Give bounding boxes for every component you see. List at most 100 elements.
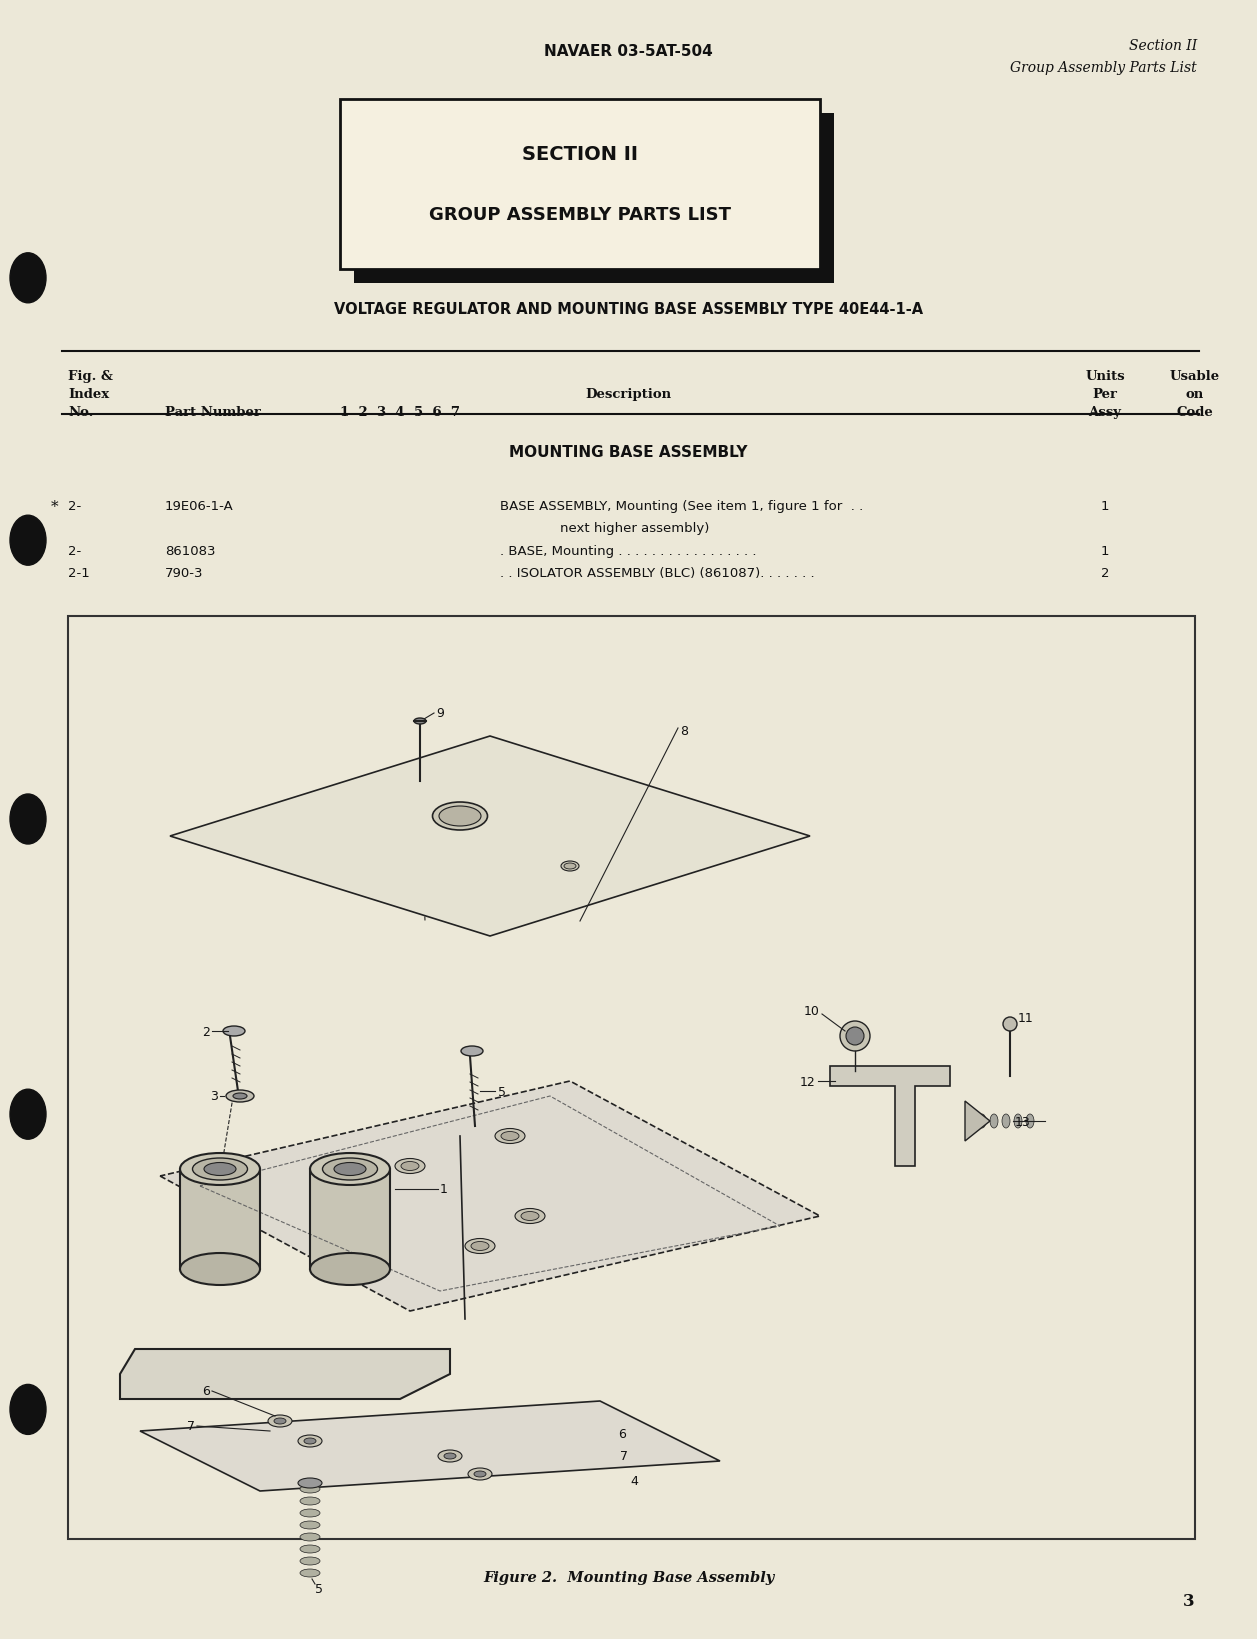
Ellipse shape (298, 1478, 322, 1488)
Ellipse shape (300, 1546, 321, 1554)
Ellipse shape (192, 1159, 248, 1180)
Ellipse shape (395, 1159, 425, 1174)
Text: 2: 2 (1101, 567, 1109, 580)
Polygon shape (830, 1067, 950, 1167)
Ellipse shape (515, 1210, 546, 1224)
Ellipse shape (180, 1154, 260, 1185)
Ellipse shape (10, 516, 47, 565)
Ellipse shape (274, 1418, 287, 1424)
Bar (354, 115, 833, 284)
Ellipse shape (439, 806, 481, 826)
Polygon shape (170, 736, 810, 936)
Ellipse shape (10, 1090, 47, 1139)
Text: 7: 7 (620, 1449, 628, 1462)
Ellipse shape (461, 1046, 483, 1057)
Ellipse shape (233, 1093, 246, 1100)
Text: 790-3: 790-3 (165, 567, 204, 580)
Ellipse shape (520, 1211, 539, 1221)
Text: 1: 1 (440, 1183, 447, 1196)
Polygon shape (160, 1082, 820, 1311)
Text: Section II: Section II (1129, 39, 1197, 52)
Text: 19E06-1-A: 19E06-1-A (165, 500, 234, 513)
Ellipse shape (432, 803, 488, 831)
Bar (339, 100, 820, 270)
Text: 4: 4 (630, 1475, 637, 1488)
Bar (68, 616, 1195, 1539)
Ellipse shape (268, 1414, 292, 1428)
Ellipse shape (1014, 1115, 1022, 1128)
Ellipse shape (840, 1021, 870, 1051)
Text: Part Number: Part Number (165, 406, 261, 418)
Ellipse shape (300, 1485, 321, 1493)
Ellipse shape (300, 1557, 321, 1565)
Ellipse shape (444, 1454, 456, 1459)
Ellipse shape (226, 1090, 254, 1103)
Text: 10: 10 (804, 1005, 820, 1018)
Text: 861083: 861083 (165, 544, 215, 557)
Text: Assy: Assy (1089, 406, 1121, 418)
Text: NAVAER 03-5AT-504: NAVAER 03-5AT-504 (544, 44, 713, 59)
Ellipse shape (564, 864, 576, 869)
Text: 1: 1 (1101, 544, 1109, 557)
Text: 3: 3 (1183, 1591, 1195, 1609)
Ellipse shape (1002, 1115, 1011, 1128)
Text: Per: Per (1092, 388, 1117, 402)
Ellipse shape (300, 1496, 321, 1505)
Text: 2-: 2- (68, 544, 82, 557)
Text: 12: 12 (799, 1075, 815, 1088)
Polygon shape (965, 1101, 991, 1141)
Ellipse shape (300, 1569, 321, 1577)
Text: Code: Code (1177, 406, 1213, 418)
Ellipse shape (1026, 1115, 1035, 1128)
Ellipse shape (310, 1154, 390, 1185)
Text: . BASE, Mounting . . . . . . . . . . . . . . . . .: . BASE, Mounting . . . . . . . . . . . .… (500, 544, 757, 557)
Text: 5: 5 (498, 1085, 507, 1098)
Ellipse shape (323, 1159, 377, 1180)
Ellipse shape (474, 1472, 486, 1477)
Ellipse shape (965, 1115, 974, 1128)
Polygon shape (119, 1349, 450, 1400)
Ellipse shape (310, 1254, 390, 1285)
Ellipse shape (334, 1162, 366, 1175)
Ellipse shape (846, 1028, 864, 1046)
Ellipse shape (991, 1115, 998, 1128)
Text: 2-1: 2-1 (68, 567, 89, 580)
Text: Description: Description (586, 388, 671, 402)
Bar (180, 1169, 260, 1269)
Ellipse shape (561, 862, 579, 872)
Text: 3: 3 (210, 1090, 217, 1103)
Ellipse shape (300, 1532, 321, 1541)
Ellipse shape (180, 1254, 260, 1285)
Text: 11: 11 (1018, 1011, 1033, 1024)
Text: 5: 5 (316, 1583, 323, 1595)
Text: 2: 2 (202, 1024, 210, 1037)
Text: 6: 6 (202, 1385, 210, 1398)
Ellipse shape (204, 1162, 236, 1175)
Text: *: * (52, 500, 59, 513)
Polygon shape (140, 1401, 720, 1491)
Text: 7: 7 (187, 1419, 195, 1432)
Text: Fig. &: Fig. & (68, 370, 113, 384)
Ellipse shape (495, 1129, 525, 1144)
Ellipse shape (304, 1437, 316, 1444)
Ellipse shape (401, 1162, 419, 1170)
Ellipse shape (437, 1451, 463, 1462)
Text: GROUP ASSEMBLY PARTS LIST: GROUP ASSEMBLY PARTS LIST (429, 207, 732, 225)
Text: Units: Units (1085, 370, 1125, 384)
Text: 13: 13 (1014, 1115, 1031, 1128)
Ellipse shape (468, 1469, 491, 1480)
Text: VOLTAGE REGULATOR AND MOUNTING BASE ASSEMBLY TYPE 40E44-1-A: VOLTAGE REGULATOR AND MOUNTING BASE ASSE… (334, 302, 923, 318)
Text: 1  2  3  4  5  6  7: 1 2 3 4 5 6 7 (339, 406, 460, 418)
Ellipse shape (298, 1436, 322, 1447)
Ellipse shape (1003, 1018, 1017, 1031)
Text: BASE ASSEMBLY, Mounting (See item 1, figure 1 for  . .: BASE ASSEMBLY, Mounting (See item 1, fig… (500, 500, 864, 513)
Text: Usable: Usable (1170, 370, 1221, 384)
Text: 9: 9 (436, 706, 444, 720)
Text: No.: No. (68, 406, 93, 418)
Text: Group Assembly Parts List: Group Assembly Parts List (1011, 61, 1197, 75)
Ellipse shape (414, 718, 426, 724)
Text: 8: 8 (680, 724, 688, 738)
Ellipse shape (502, 1133, 519, 1141)
Text: 1: 1 (1101, 500, 1109, 513)
Ellipse shape (465, 1239, 495, 1254)
